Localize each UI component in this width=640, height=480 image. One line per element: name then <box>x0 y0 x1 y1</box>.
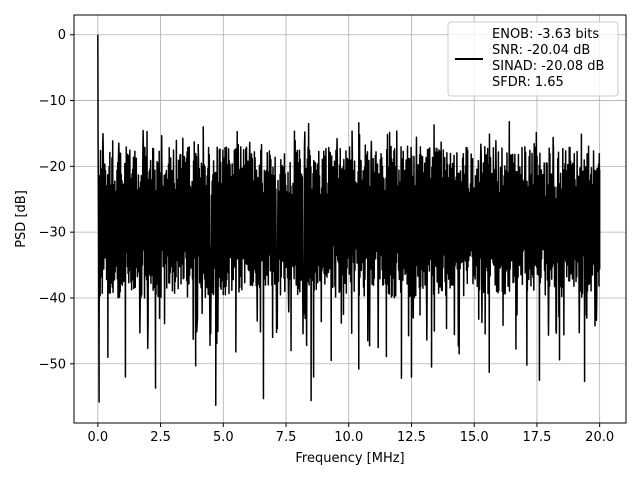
axes-frame <box>73 14 627 424</box>
y-tick-label: −30 <box>39 226 66 241</box>
x-tick-label: 0.0 <box>87 430 108 445</box>
plot-area <box>97 34 601 406</box>
y-tick-label: −40 <box>39 291 66 306</box>
x-axis-label: Frequency [MHz] <box>295 451 404 466</box>
legend-sinad: SINAD: -20.08 dB <box>492 59 604 74</box>
x-tick-label: 10.0 <box>334 430 363 445</box>
x-tick-label: 15.0 <box>460 430 489 445</box>
x-tick-label: 7.5 <box>276 430 297 445</box>
x-axis-ticks: 0.0 2.5 5.0 7.5 10.0 12.5 15.0 17.5 20.0 <box>87 423 614 445</box>
legend-sfdr: SFDR: 1.65 <box>492 75 564 90</box>
y-tick-label: 0 <box>58 28 66 43</box>
y-axis-label: PSD [dB] <box>14 190 29 248</box>
legend-enob: ENOB: -3.63 bits <box>492 27 599 42</box>
y-axis-ticks: 0 −10 −20 −30 −40 −50 <box>39 28 74 372</box>
legend-box <box>447 21 619 97</box>
legend: ENOB: -3.63 bits SNR: -20.04 dB SINAD: -… <box>447 21 619 97</box>
x-tick-label: 5.0 <box>213 430 234 445</box>
x-tick-label: 17.5 <box>522 430 551 445</box>
x-tick-label: 2.5 <box>150 430 171 445</box>
x-tick-label: 12.5 <box>397 430 426 445</box>
y-tick-label: −20 <box>39 160 66 175</box>
legend-snr: SNR: -20.04 dB <box>492 43 590 58</box>
y-tick-label: −10 <box>39 94 66 109</box>
y-tick-label: −50 <box>39 357 66 372</box>
x-tick-label: 20.0 <box>585 430 614 445</box>
psd-series-line <box>97 34 601 406</box>
